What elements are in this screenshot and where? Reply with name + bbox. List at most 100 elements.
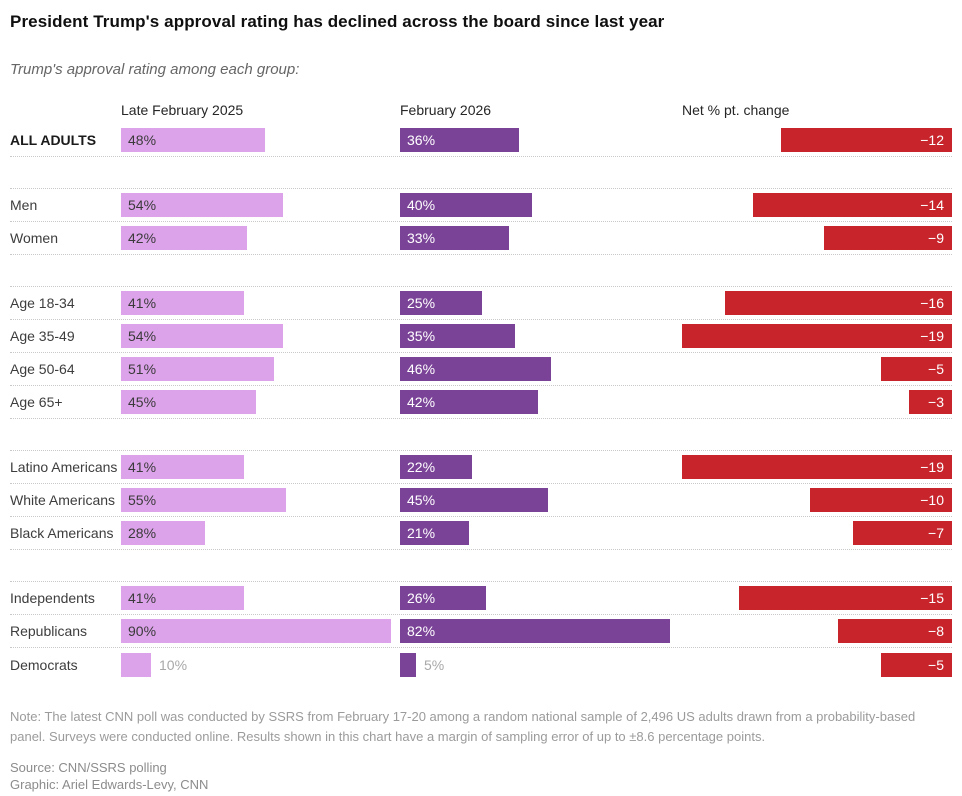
bar-net-change-cell: −10 [682, 488, 952, 512]
row-label: Age 35-49 [10, 328, 75, 344]
bar-feb-2026-cell: 33% [400, 226, 670, 250]
bar-value-label: 41% [128, 590, 157, 606]
column-header-feb-2026: February 2026 [400, 102, 492, 118]
bar-feb-2026-cell: 21% [400, 521, 670, 545]
bar-value-label: 22% [407, 459, 436, 475]
bar-value-label: 41% [128, 295, 157, 311]
row-label: Men [10, 197, 38, 213]
bar-feb-2026: 82% [400, 619, 670, 643]
bar-feb-2025-cell: 41% [121, 455, 391, 479]
bar-net-change: −15 [739, 586, 952, 610]
bar-value-label: 55% [128, 492, 157, 508]
bar-net-change: −19 [682, 324, 952, 348]
bar-net-change-cell: −5 [682, 357, 952, 381]
bar-feb-2025-cell: 45% [121, 390, 391, 414]
bar-value-label: 82% [407, 623, 436, 639]
row-label: White Americans [10, 492, 116, 508]
bar-feb-2026-cell: 22% [400, 455, 670, 479]
bar-net-change: −16 [725, 291, 952, 315]
bar-feb-2025: 41% [121, 291, 244, 315]
bar-feb-2026: 46% [400, 357, 551, 381]
bar-feb-2025: 54% [121, 324, 283, 348]
bar-feb-2026-cell: 26% [400, 586, 670, 610]
bar-net-change: −9 [824, 226, 952, 250]
bar-value-label: 28% [128, 525, 157, 541]
bar-feb-2025-cell: 54% [121, 193, 391, 217]
bar-value-label: 51% [128, 361, 157, 377]
net-value-label: −12 [920, 132, 944, 148]
bar-value-label: 10% [159, 656, 188, 673]
bar-feb-2026-cell: 82% [400, 619, 670, 643]
source-line: Source: CNN/SSRS polling [10, 760, 167, 775]
bar-feb-2025 [121, 652, 151, 677]
bar-value-label: 54% [128, 197, 157, 213]
chart-row: Men 54% 40% −14 [10, 189, 952, 222]
chart-row: Age 35-49 54% 35% −19 [10, 320, 952, 353]
chart-footer: Note: The latest CNN poll was conducted … [10, 707, 952, 793]
bar-feb-2026-cell: 36% [400, 128, 670, 152]
chart-row: Black Americans 28% 21% −7 [10, 517, 952, 550]
bar-value-label: 5% [424, 656, 445, 673]
column-header-net-change: Net % pt. change [682, 102, 790, 118]
bar-feb-2026: 21% [400, 521, 469, 545]
row-label: ALL ADULTS [10, 132, 97, 148]
bar-net-change: −7 [853, 521, 952, 545]
bar-feb-2025-cell: 54% [121, 324, 391, 348]
bar-net-change-cell: −8 [682, 619, 952, 643]
row-label: Age 65+ [10, 394, 63, 410]
row-group: Age 18-34 41% 25% −16 Age 35-49 54% 35% −19 Age … [10, 286, 952, 419]
bar-feb-2025-cell: 42% [121, 226, 391, 250]
net-value-label: −16 [920, 295, 944, 311]
bar-net-change: −14 [753, 193, 952, 217]
bar-value-label: 40% [407, 197, 436, 213]
bar-feb-2025: 55% [121, 488, 286, 512]
bar-feb-2025-cell: 28% [121, 521, 391, 545]
bar-feb-2026 [400, 652, 416, 677]
bar-feb-2026-cell: 45% [400, 488, 670, 512]
bar-net-change: −5 [881, 357, 952, 381]
row-group: Independents 41% 26% −15 Republicans 90% 82% −8… [10, 581, 952, 681]
graphic-credit-line: Graphic: Ariel Edwards-Levy, CNN [10, 777, 209, 792]
bar-feb-2025-cell: 10% [121, 652, 391, 677]
bar-net-change-cell: −7 [682, 521, 952, 545]
chart-row: Women 42% 33% −9 [10, 222, 952, 255]
chart-subtitle: Trump's approval rating among each group… [10, 61, 300, 78]
source-credit-block: Source: CNN/SSRS polling Graphic: Ariel … [10, 759, 952, 793]
net-value-label: −19 [920, 459, 944, 475]
bar-net-change: −12 [781, 128, 952, 152]
row-group: ALL ADULTS 48% 36% −12 [10, 124, 952, 157]
bar-feb-2026: 40% [400, 193, 532, 217]
bar-feb-2026: 35% [400, 324, 515, 348]
bar-value-label: 36% [407, 132, 436, 148]
column-gap [670, 102, 682, 124]
bar-feb-2025-cell: 55% [121, 488, 391, 512]
bar-net-change-cell: −5 [682, 652, 952, 677]
bar-feb-2025: 51% [121, 357, 274, 381]
bar-net-change-cell: −19 [682, 324, 952, 348]
methodology-note: Note: The latest CNN poll was conducted … [10, 709, 916, 744]
bar-net-change: −8 [838, 619, 952, 643]
row-label: Republicans [10, 623, 88, 639]
bar-value-label: 46% [407, 361, 436, 377]
bar-net-change-cell: −12 [682, 128, 952, 152]
net-value-label: −7 [928, 525, 944, 541]
bar-value-label: 48% [128, 132, 157, 148]
net-value-label: −5 [928, 361, 944, 377]
bar-feb-2025: 41% [121, 586, 244, 610]
bar-net-change-cell: −19 [682, 455, 952, 479]
bar-value-label: 90% [128, 623, 157, 639]
column-header-feb-2025: Late February 2025 [121, 102, 244, 118]
bar-feb-2026: 36% [400, 128, 519, 152]
chart-row: Age 50-64 51% 46% −5 [10, 353, 952, 386]
bar-value-label: 21% [407, 525, 436, 541]
chart-row: Age 65+ 45% 42% −3 [10, 386, 952, 419]
chart-row: White Americans 55% 45% −10 [10, 484, 952, 517]
row-label: Age 18-34 [10, 295, 75, 311]
bar-value-label: 33% [407, 230, 436, 246]
bar-feb-2025-cell: 41% [121, 586, 391, 610]
label-column-spacer [10, 102, 121, 124]
bar-feb-2025-cell: 51% [121, 357, 391, 381]
bar-net-change-cell: −9 [682, 226, 952, 250]
bar-feb-2026-cell: 40% [400, 193, 670, 217]
net-value-label: −9 [928, 230, 944, 246]
